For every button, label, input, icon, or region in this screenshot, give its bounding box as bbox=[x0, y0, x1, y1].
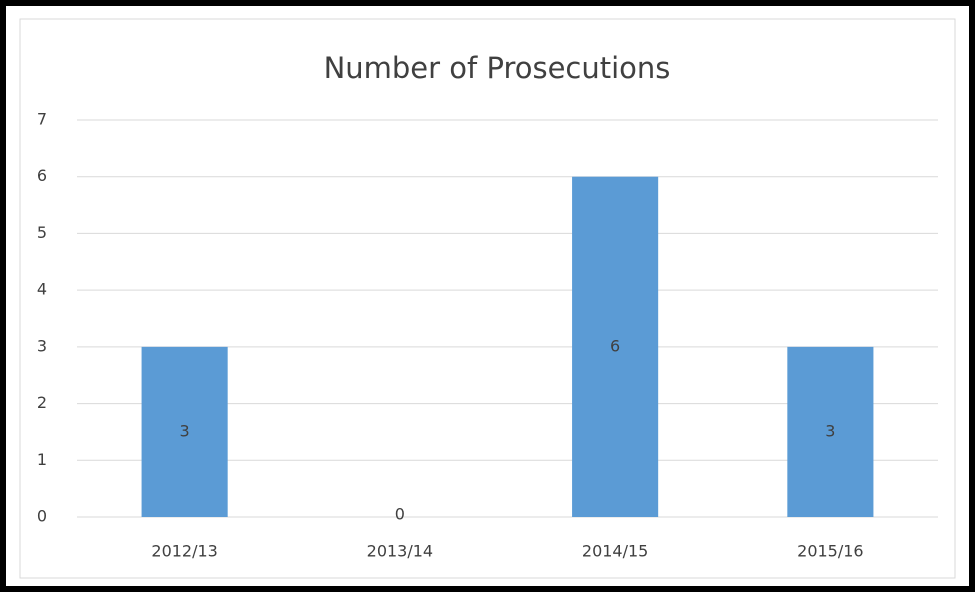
y-tick-label: 3 bbox=[37, 336, 47, 355]
x-tick-label: 2014/15 bbox=[582, 542, 648, 561]
chart-area-border bbox=[19, 18, 956, 579]
data-label: 0 bbox=[395, 505, 405, 524]
x-tick-label: 2015/16 bbox=[797, 542, 863, 561]
y-tick-label: 6 bbox=[37, 166, 47, 185]
y-tick-label: 5 bbox=[37, 223, 47, 242]
y-tick-label: 2 bbox=[37, 393, 47, 412]
bar bbox=[787, 346, 874, 517]
x-tick-label: 2012/13 bbox=[151, 542, 217, 561]
y-tick-label: 4 bbox=[37, 280, 47, 299]
x-tick-label: 2013/14 bbox=[367, 542, 433, 561]
y-tick-label: 1 bbox=[37, 450, 47, 469]
data-label: 6 bbox=[610, 336, 620, 355]
data-label: 3 bbox=[825, 421, 835, 440]
y-tick-label: 7 bbox=[37, 110, 47, 129]
chart-title: Number of Prosecutions bbox=[324, 51, 671, 85]
bar bbox=[572, 176, 659, 517]
data-label: 3 bbox=[180, 421, 190, 440]
bar bbox=[141, 346, 228, 517]
y-tick-label: 0 bbox=[37, 507, 47, 526]
